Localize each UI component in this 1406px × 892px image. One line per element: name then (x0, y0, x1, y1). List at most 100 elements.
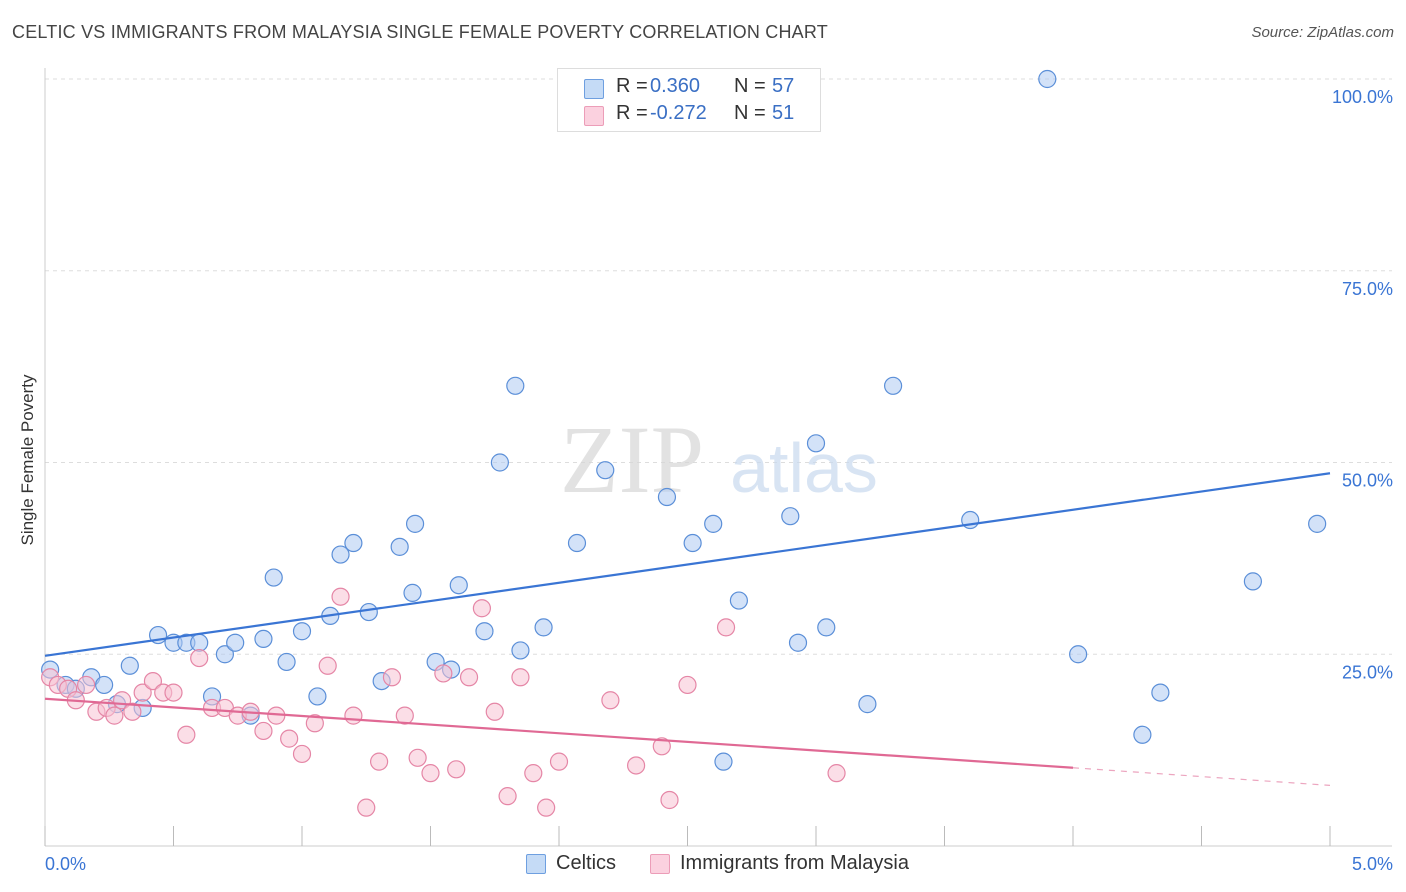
malaysia-point (485, 702, 504, 721)
trend-lines (44, 472, 1331, 787)
y-tick-label: 75.0% (1342, 279, 1393, 299)
malaysia-point (498, 787, 517, 806)
malaysia-point (331, 587, 350, 606)
malaysia-point (537, 798, 556, 817)
celtics-point (344, 533, 363, 553)
celtics-point (308, 687, 327, 706)
celtics-point (1038, 69, 1057, 89)
trend-line-celtics (44, 472, 1331, 657)
malaysia-point (549, 752, 569, 771)
celtics-point (806, 434, 826, 453)
malaysia-point (77, 675, 96, 695)
legend-swatch-malaysia (584, 106, 604, 126)
celtics-point (817, 618, 836, 637)
legend-label-celtics: Celtics (556, 852, 617, 874)
celtics-point (704, 514, 723, 533)
malaysia-point (370, 752, 389, 771)
x-tick-label: 5.0% (1352, 854, 1393, 874)
celtics-point (1151, 683, 1170, 702)
malaysia-point (292, 744, 312, 764)
malaysia-point (447, 760, 466, 779)
legend-n-value-celtics: 57 (772, 75, 795, 97)
malaysia-point (382, 668, 402, 687)
malaysia-point (459, 668, 479, 687)
malaysia-point (408, 748, 427, 767)
celtics-point (277, 652, 296, 672)
malaysia-point (395, 706, 414, 725)
watermark-zip: ZIP (560, 406, 704, 513)
celtics-point (403, 583, 422, 602)
celtics-point (120, 656, 139, 675)
celtics-point (858, 695, 877, 714)
celtics-point (883, 376, 903, 395)
malaysia-point (434, 664, 453, 683)
y-tick-label: 50.0% (1342, 471, 1393, 491)
celtics-point (657, 487, 677, 507)
legend-n-value-malaysia: 51 (772, 102, 795, 124)
correlation-legend: R = 0.360 N = 57 R = -0.272 N = 51 (557, 68, 821, 132)
malaysia-point (660, 790, 679, 810)
celtics-point (226, 633, 245, 652)
malaysia-point (511, 668, 530, 687)
celtics-point (788, 633, 808, 652)
trend-line-malaysia-extrapolated (1072, 767, 1331, 787)
trend-line-malaysia (44, 697, 1074, 769)
celtics-point (506, 376, 525, 395)
malaysia-point (280, 729, 299, 748)
axes (44, 68, 1392, 847)
series-legend: Celtics Immigrants from Malaysia (0, 852, 1406, 878)
malaysia-point (626, 756, 646, 775)
celtics-point (359, 602, 378, 622)
source-label: Source: ZipAtlas.com (1251, 24, 1394, 41)
legend-n-label: N = (734, 102, 766, 124)
legend-n-label: N = (734, 75, 766, 97)
grid-lines (45, 78, 1392, 655)
celtics-point (292, 622, 312, 641)
malaysia-point (716, 618, 736, 637)
tick-labels: 25.0% 50.0% 75.0% 100.0% 0.0% 5.0% (45, 87, 1393, 874)
legend-r-label: R = (616, 75, 648, 97)
legend-label-malaysia: Immigrants from Malaysia (680, 852, 909, 874)
malaysia-point (190, 648, 209, 668)
celtics-point (1243, 572, 1263, 591)
watermark-atlas: atlas (730, 429, 878, 507)
celtics-point (190, 633, 209, 652)
malaysia-point (344, 706, 363, 725)
chart-title: CELTIC VS IMMIGRANTS FROM MALAYSIA SINGL… (12, 22, 828, 42)
celtics-point (567, 533, 587, 553)
celtics-point (449, 576, 468, 595)
y-tick-label: 25.0% (1342, 662, 1393, 682)
celtics-point (490, 453, 509, 472)
legend-swatch-malaysia (650, 854, 670, 874)
celtics-point (511, 641, 530, 660)
series-malaysia-points (41, 587, 846, 817)
malaysia-point (318, 656, 337, 675)
celtics-point (1133, 725, 1152, 744)
celtics-point (331, 545, 350, 564)
malaysia-point (164, 683, 183, 702)
legend-r-value-malaysia: -0.272 (650, 102, 707, 124)
malaysia-point (305, 714, 324, 733)
malaysia-point (421, 764, 440, 783)
celtics-point (596, 461, 615, 480)
legend-swatch-celtics (526, 854, 546, 874)
watermark: ZIP atlas (560, 406, 878, 513)
legend-swatch-celtics (584, 79, 604, 99)
malaysia-point (133, 683, 152, 702)
celtics-point (683, 533, 702, 553)
celtics-point (1308, 514, 1327, 533)
malaysia-point (143, 671, 163, 691)
malaysia-point (652, 737, 671, 756)
celtics-point (475, 622, 494, 641)
malaysia-point (827, 764, 846, 783)
legend-r-value-celtics: 0.360 (650, 75, 701, 97)
y-tick-label: 100.0% (1332, 87, 1393, 107)
celtics-point (390, 537, 409, 556)
x-tick-label: 0.0% (45, 854, 86, 874)
malaysia-point (357, 798, 376, 817)
legend-r-label: R = (616, 102, 648, 124)
celtics-point (781, 507, 800, 526)
celtics-point (405, 514, 425, 533)
celtics-point (714, 752, 733, 771)
